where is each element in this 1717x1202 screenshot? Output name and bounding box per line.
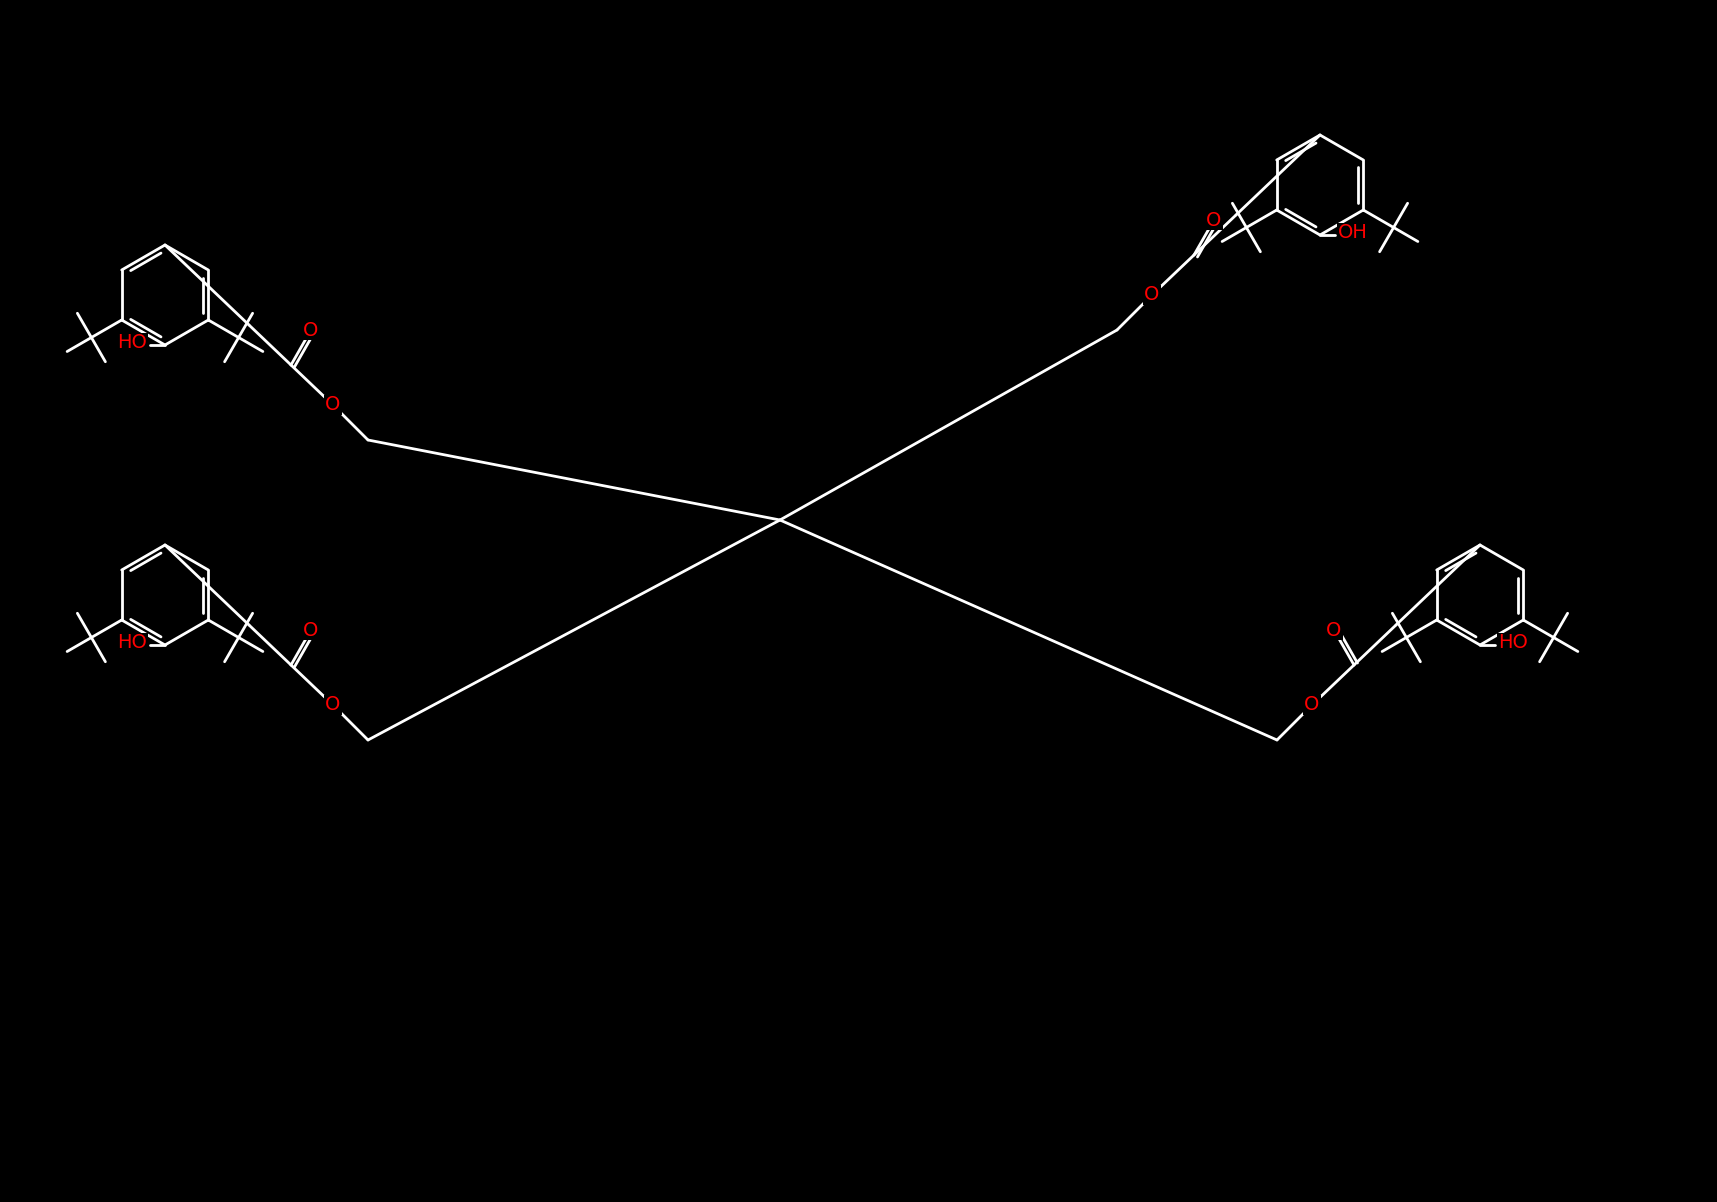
Text: O: O — [1207, 210, 1223, 230]
Text: O: O — [325, 395, 340, 415]
Text: O: O — [325, 696, 340, 714]
Text: O: O — [304, 321, 319, 339]
Text: HO: HO — [1497, 633, 1528, 653]
Text: OH: OH — [1338, 224, 1368, 243]
Text: HO: HO — [117, 633, 148, 653]
Text: O: O — [1144, 286, 1159, 304]
Text: O: O — [1305, 696, 1320, 714]
Text: HO: HO — [117, 333, 148, 352]
Text: O: O — [304, 620, 319, 639]
Text: O: O — [1326, 620, 1341, 639]
